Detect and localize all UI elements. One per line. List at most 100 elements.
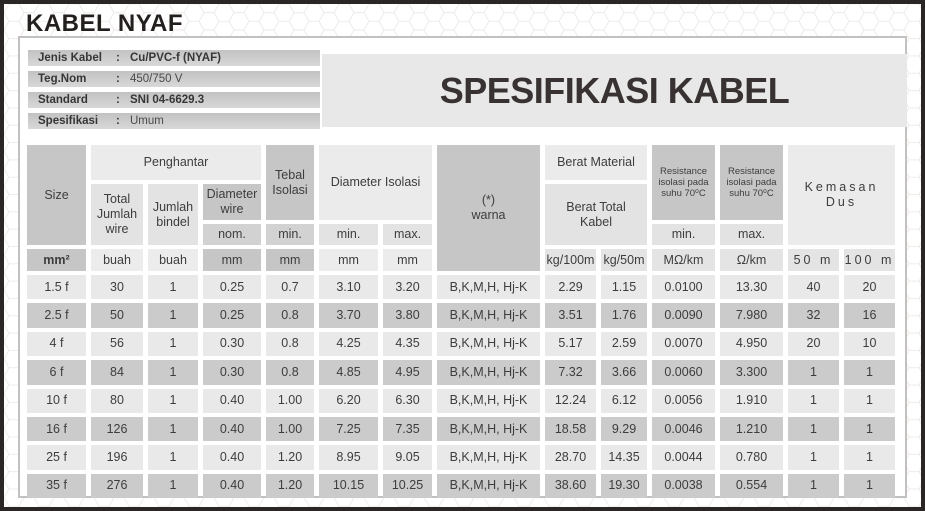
col-header-resistance-max: Resistance isolasi pada suhu 70⁰C <box>720 145 783 220</box>
table-cell: B,K,M,H, Hj-K <box>437 445 540 470</box>
table-cell: B,K,M,H, Hj-K <box>437 331 540 357</box>
table-cell: 0.7 <box>266 275 314 300</box>
table-cell: 3.70 <box>319 303 378 328</box>
table-cell: 4.85 <box>319 360 378 385</box>
table-cell: 1 <box>788 473 839 499</box>
page-title: KABEL NYAF <box>26 10 184 37</box>
table-cell: 13.30 <box>720 275 783 300</box>
table-cell: 9.29 <box>601 416 647 442</box>
table-cell: 16 f <box>27 416 86 442</box>
table-cell: 0.0090 <box>652 303 715 328</box>
table-cell: 196 <box>91 445 143 470</box>
table-cell: 9.05 <box>383 445 432 470</box>
info-separator: : <box>116 73 120 85</box>
table-cell: B,K,M,H, Hj-K <box>437 388 540 413</box>
unit-berat-50: kg/50m <box>601 249 647 271</box>
table-cell: 1.5 f <box>27 275 86 300</box>
unit-resistance-max: Ω/km <box>720 249 783 271</box>
table-cell: 0.554 <box>720 473 783 499</box>
table-cell: 20 <box>788 331 839 357</box>
table-cell: 0.30 <box>203 360 261 385</box>
col-header-size: Size <box>27 145 86 245</box>
table-cell: B,K,M,H, Hj-K <box>437 473 540 499</box>
info-value: 450/750 V <box>130 73 183 85</box>
table-cell: 0.0070 <box>652 331 715 357</box>
table-cell: 1.210 <box>720 416 783 442</box>
table-cell: 1 <box>844 416 895 442</box>
table-cell: 40 <box>788 275 839 300</box>
table-cell: 16 <box>844 303 895 328</box>
col-subheader-diameter-min: min. <box>319 224 378 245</box>
info-label: Jenis Kabel <box>38 52 102 64</box>
table-cell: 0.40 <box>203 416 261 442</box>
table-cell: 80 <box>91 388 143 413</box>
table-cell: 0.30 <box>203 331 261 357</box>
table-cell: 0.780 <box>720 445 783 470</box>
col-header-diameter-wire: Diameter wire <box>203 184 261 220</box>
col-subheader-nom: nom. <box>203 224 261 245</box>
table-cell: 7.980 <box>720 303 783 328</box>
table-cell: 3.10 <box>319 275 378 300</box>
table-cell: 4.35 <box>383 331 432 357</box>
info-separator: : <box>116 115 120 127</box>
table-cell: 5.17 <box>545 331 596 357</box>
info-label: Teg.Nom <box>38 73 87 85</box>
table-cell: 1 <box>148 416 198 442</box>
table-cell: 1.15 <box>601 275 647 300</box>
table-cell: 1.00 <box>266 416 314 442</box>
table-cell: 28.70 <box>545 445 596 470</box>
table-cell: 1 <box>788 388 839 413</box>
table-cell: 1.76 <box>601 303 647 328</box>
table-cell: 3.300 <box>720 360 783 385</box>
unit-diameter-max: mm <box>383 249 432 271</box>
table-cell: 1.20 <box>266 445 314 470</box>
table-cell: 1 <box>788 416 839 442</box>
unit-kemasan-50: 50 m <box>788 249 839 271</box>
table-cell: 0.40 <box>203 473 261 499</box>
table-cell: 6 f <box>27 360 86 385</box>
table-cell: 1 <box>844 445 895 470</box>
table-cell: 4.950 <box>720 331 783 357</box>
info-row-teg-nom: Teg.Nom : 450/750 V <box>28 71 320 87</box>
table-cell: 32 <box>788 303 839 328</box>
cable-info-box: Jenis Kabel : Cu/PVC-f (NYAF) Teg.Nom : … <box>28 50 320 134</box>
unit-berat-100: kg/100m <box>545 249 596 271</box>
table-cell: 8.95 <box>319 445 378 470</box>
table-cell: 18.58 <box>545 416 596 442</box>
spec-banner-title: SPESIFIKASI KABEL <box>439 69 790 111</box>
spec-table-header: Size Penghantar Total Jumlah wire Jumlah… <box>27 145 895 271</box>
table-cell: 1 <box>788 360 839 385</box>
table-cell: 6.12 <box>601 388 647 413</box>
table-cell: 56 <box>91 331 143 357</box>
col-subheader-tebal-min: min. <box>266 224 314 245</box>
table-cell: 1.910 <box>720 388 783 413</box>
table-cell: 4.25 <box>319 331 378 357</box>
table-cell: 0.0060 <box>652 360 715 385</box>
table-cell: 19.30 <box>601 473 647 499</box>
unit-size: mm² <box>27 249 86 271</box>
table-cell: 276 <box>91 473 143 499</box>
table-cell: 4 f <box>27 331 86 357</box>
table-cell: 1.00 <box>266 388 314 413</box>
col-header-warna: (*) warna <box>437 145 540 271</box>
spec-table-body: 1.5 f 30 1 0.25 0.7 3.10 3.20 B,K,M,H, Hj-K 2.29… <box>27 275 895 499</box>
col-header-berat-material: Berat Material <box>545 145 647 180</box>
table-cell: 10.15 <box>319 473 378 499</box>
table-cell: 3.66 <box>601 360 647 385</box>
table-cell: 1 <box>844 473 895 499</box>
table-cell: B,K,M,H, Hj-K <box>437 416 540 442</box>
table-cell: 0.25 <box>203 275 261 300</box>
table-cell: 1 <box>148 445 198 470</box>
col-header-total-jumlah-wire: Total Jumlah wire <box>91 184 143 245</box>
table-cell: 7.32 <box>545 360 596 385</box>
table-cell: 25 f <box>27 445 86 470</box>
col-header-jumlah-bindel: Jumlah bindel <box>148 184 198 245</box>
info-row-spesifikasi: Spesifikasi : Umum <box>28 113 320 129</box>
table-cell: 0.0100 <box>652 275 715 300</box>
table-cell: 1 <box>844 360 895 385</box>
table-cell: 1 <box>148 360 198 385</box>
col-subheader-resistance-min: min. <box>652 224 715 245</box>
table-cell: 4.95 <box>383 360 432 385</box>
table-cell: 2.29 <box>545 275 596 300</box>
